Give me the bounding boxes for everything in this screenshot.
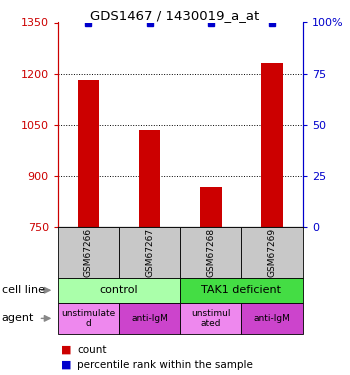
Bar — [261, 63, 283, 227]
Text: agent: agent — [2, 314, 34, 323]
Text: TAK1 deficient: TAK1 deficient — [202, 285, 281, 295]
Text: cell line: cell line — [2, 285, 45, 295]
Bar — [200, 187, 222, 227]
Text: anti-IgM: anti-IgM — [131, 314, 168, 323]
Text: anti-IgM: anti-IgM — [254, 314, 290, 323]
Text: GSM67266: GSM67266 — [84, 228, 93, 277]
Text: percentile rank within the sample: percentile rank within the sample — [77, 360, 253, 370]
Text: control: control — [100, 285, 138, 295]
Text: GSM67269: GSM67269 — [268, 228, 276, 277]
Text: GDS1467 / 1430019_a_at: GDS1467 / 1430019_a_at — [90, 9, 260, 22]
Bar — [78, 80, 99, 227]
Text: GSM67267: GSM67267 — [145, 228, 154, 277]
Text: ■: ■ — [61, 360, 72, 370]
Text: GSM67268: GSM67268 — [206, 228, 215, 277]
Text: unstimulate
d: unstimulate d — [61, 309, 116, 328]
Text: count: count — [77, 345, 106, 355]
Text: ■: ■ — [61, 345, 72, 355]
Text: unstimul
ated: unstimul ated — [191, 309, 231, 328]
Bar — [139, 130, 160, 227]
